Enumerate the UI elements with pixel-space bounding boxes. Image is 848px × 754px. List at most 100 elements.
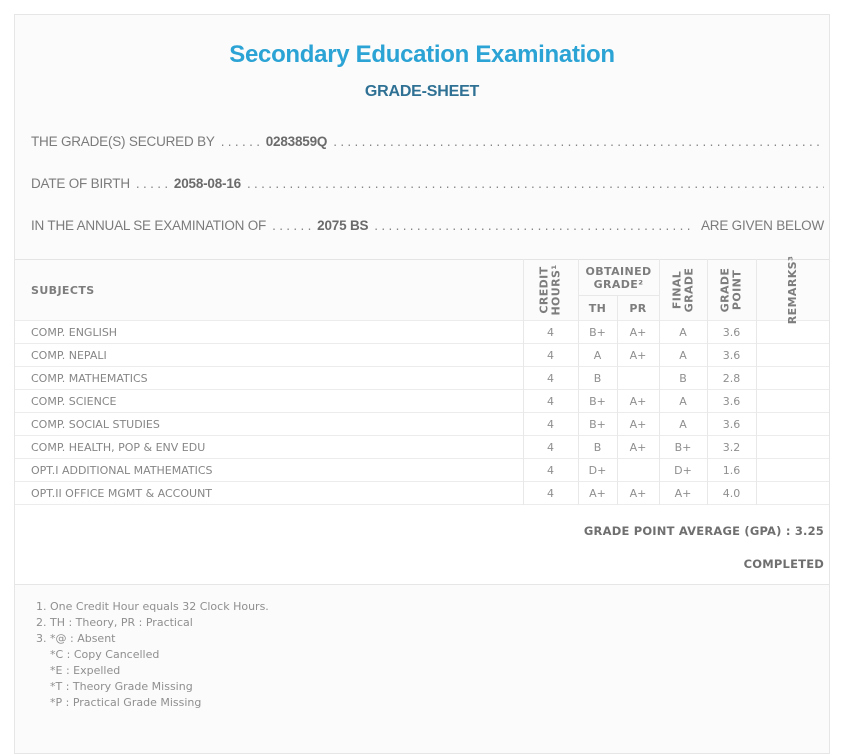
final-grade-cell: B+ xyxy=(658,435,708,459)
grade-point-line2: POINT xyxy=(730,269,744,311)
column-header-grade-point: GRADE POINT xyxy=(706,259,757,321)
dotted-gap: . . . . . . xyxy=(220,134,260,149)
grade-point-cell: 3.2 xyxy=(706,435,757,459)
footnote-item: 3. *@ : Absent xyxy=(36,632,116,645)
dotted-leader: . . . . . . . . . . . . . . . . . . . . … xyxy=(333,134,824,149)
column-header-pr: PR xyxy=(616,295,660,321)
pr-grade-cell: A+ xyxy=(616,412,660,436)
grade-sheet-panel: Secondary Education Examination GRADE-SH… xyxy=(14,14,830,754)
final-grade-line1: FINAL xyxy=(670,270,684,310)
footnote-item: 2. TH : Theory, PR : Practical xyxy=(36,616,193,629)
column-header-final-grade: FINAL GRADE xyxy=(658,259,708,321)
credit-cell: 4 xyxy=(522,435,578,459)
subject-cell: COMP. MATHEMATICS xyxy=(31,371,148,385)
column-header-remarks: REMARKS³ xyxy=(755,256,830,324)
subject-cell: COMP. ENGLISH xyxy=(31,325,118,339)
table-row: COMP. MATHEMATICS 4 B B 2.8 xyxy=(15,366,830,390)
final-grade-cell: D+ xyxy=(658,458,708,482)
table-row: COMP. NEPALI 4 A A+ A 3.6 xyxy=(15,343,830,367)
page-title: Secondary Education Examination xyxy=(229,41,615,68)
subject-cell: COMP. HEALTH, POP & ENV EDU xyxy=(31,440,206,454)
credit-cell: 4 xyxy=(522,481,578,505)
column-header-subjects: SUBJECTS xyxy=(31,283,95,297)
credit-cell: 4 xyxy=(522,389,578,413)
date-of-birth-value: 2058-08-16 xyxy=(173,176,241,191)
credit-hours-line2: HOURS¹ xyxy=(549,264,563,316)
final-grade-cell: A xyxy=(658,389,708,413)
credit-cell: 4 xyxy=(522,458,578,482)
remarks-cell xyxy=(755,458,830,482)
summary-section: GRADE POINT AVERAGE (GPA) : 3.25 COMPLET… xyxy=(15,505,829,585)
symbol-number-value: 0283859Q xyxy=(265,134,328,149)
dotted-gap: . . . . . xyxy=(135,176,168,191)
table-row: COMP. HEALTH, POP & ENV EDU 4 B A+ B+ 3.… xyxy=(15,435,830,459)
subject-cell: OPT.II OFFICE MGMT & ACCOUNT xyxy=(31,486,213,500)
grades-secured-by-label: THE GRADE(S) SECURED BY xyxy=(31,134,215,149)
grade-point-cell: 3.6 xyxy=(706,320,757,344)
grade-point-cell: 1.6 xyxy=(706,458,757,482)
are-given-below-label: ARE GIVEN BELOW xyxy=(700,218,824,233)
subject-cell: COMP. NEPALI xyxy=(31,348,107,362)
pr-grade-cell: A+ xyxy=(616,320,660,344)
footnote-sub-item: *P : Practical Grade Missing xyxy=(50,696,202,709)
grade-point-cell: 3.6 xyxy=(706,343,757,367)
pr-grade-cell: A+ xyxy=(616,435,660,459)
th-grade-cell: B+ xyxy=(577,320,617,344)
examination-year-line: IN THE ANNUAL SE EXAMINATION OF . . . . … xyxy=(31,205,824,247)
table-row: OPT.I ADDITIONAL MATHEMATICS 4 D+ D+ 1.6 xyxy=(15,458,830,482)
footnote-sub-item: *E : Expelled xyxy=(50,664,121,677)
th-grade-cell: B xyxy=(577,366,617,390)
pr-grade-cell: A+ xyxy=(616,343,660,367)
gpa-line: GRADE POINT AVERAGE (GPA) : 3.25 xyxy=(583,524,824,538)
remarks-cell xyxy=(755,366,830,390)
grades-table: SUBJECTS CREDIT HOURS¹ OBTAINED GRADE² F… xyxy=(15,256,830,505)
grade-point-cell: 4.0 xyxy=(706,481,757,505)
final-grade-cell: B xyxy=(658,366,708,390)
remarks-cell xyxy=(755,481,830,505)
date-of-birth-line: DATE OF BIRTH . . . . . 2058-08-16 . . .… xyxy=(31,163,824,205)
table-row: COMP. SCIENCE 4 B+ A+ A 3.6 xyxy=(15,389,830,413)
subject-cell: COMP. SCIENCE xyxy=(31,394,117,408)
remarks-cell xyxy=(755,435,830,459)
pr-grade-cell: A+ xyxy=(616,481,660,505)
credit-cell: 4 xyxy=(522,366,578,390)
credit-cell: 4 xyxy=(522,343,578,367)
th-grade-cell: D+ xyxy=(577,458,617,482)
subject-cell: OPT.I ADDITIONAL MATHEMATICS xyxy=(31,463,213,477)
subject-cell: COMP. SOCIAL STUDIES xyxy=(31,417,160,431)
remarks-label: REMARKS³ xyxy=(785,255,799,325)
footnote-sub-item: *T : Theory Grade Missing xyxy=(50,680,193,693)
column-header-th: TH xyxy=(577,295,617,321)
candidate-info-section: THE GRADE(S) SECURED BY . . . . . . 0283… xyxy=(15,121,829,247)
column-header-credit-hours: CREDIT HOURS¹ xyxy=(522,259,578,321)
grades-table-header: SUBJECTS CREDIT HOURS¹ OBTAINED GRADE² F… xyxy=(15,256,830,324)
examination-year-value: 2075 BS xyxy=(317,218,369,233)
column-header-obtained-grade: OBTAINED GRADE² xyxy=(577,259,660,296)
grades-secured-by-line: THE GRADE(S) SECURED BY . . . . . . 0283… xyxy=(31,121,824,163)
table-row: OPT.II OFFICE MGMT & ACCOUNT 4 A+ A+ A+ … xyxy=(15,481,830,505)
remarks-cell xyxy=(755,412,830,436)
dotted-leader: . . . . . . . . . . . . . . . . . . . . … xyxy=(246,176,824,191)
table-row: COMP. SOCIAL STUDIES 4 B+ A+ A 3.6 xyxy=(15,412,830,436)
footnotes-section: 1. One Credit Hour equals 32 Clock Hours… xyxy=(15,585,829,711)
final-grade-cell: A xyxy=(658,320,708,344)
remarks-cell xyxy=(755,343,830,367)
dotted-leader: . . . . . . . . . . . . . . . . . . . . … xyxy=(374,218,695,233)
credit-cell: 4 xyxy=(522,412,578,436)
th-grade-cell: B xyxy=(577,435,617,459)
grade-point-cell: 3.6 xyxy=(706,412,757,436)
footnote-sub-item: *C : Copy Cancelled xyxy=(50,648,160,661)
pr-grade-cell xyxy=(616,366,660,390)
remarks-cell xyxy=(755,320,830,344)
pr-grade-cell xyxy=(616,458,660,482)
table-row: COMP. ENGLISH 4 B+ A+ A 3.6 xyxy=(15,320,830,344)
th-grade-cell: A+ xyxy=(577,481,617,505)
remarks-cell xyxy=(755,389,830,413)
grades-table-body: COMP. ENGLISH 4 B+ A+ A 3.6 COMP. NEPALI… xyxy=(15,320,830,505)
page-subtitle: GRADE-SHEET xyxy=(364,83,480,100)
final-grade-cell: A xyxy=(658,412,708,436)
final-grade-cell: A+ xyxy=(658,481,708,505)
obtained-grade-line1: OBTAINED xyxy=(585,264,652,278)
th-grade-cell: B+ xyxy=(577,412,617,436)
footnote-item: 1. One Credit Hour equals 32 Clock Hours… xyxy=(36,600,269,613)
